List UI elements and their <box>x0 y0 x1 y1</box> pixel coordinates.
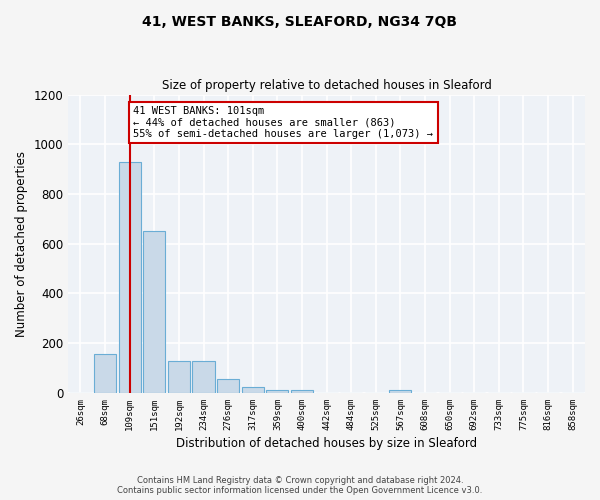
Bar <box>389 390 412 393</box>
Bar <box>119 162 141 393</box>
X-axis label: Distribution of detached houses by size in Sleaford: Distribution of detached houses by size … <box>176 437 477 450</box>
Bar <box>291 390 313 393</box>
Title: Size of property relative to detached houses in Sleaford: Size of property relative to detached ho… <box>161 79 491 92</box>
Text: 41 WEST BANKS: 101sqm
← 44% of detached houses are smaller (863)
55% of semi-det: 41 WEST BANKS: 101sqm ← 44% of detached … <box>133 106 433 139</box>
Y-axis label: Number of detached properties: Number of detached properties <box>15 151 28 337</box>
Bar <box>242 386 264 393</box>
Bar <box>193 360 215 393</box>
Bar <box>168 360 190 393</box>
Bar <box>217 380 239 393</box>
Text: Contains HM Land Registry data © Crown copyright and database right 2024.
Contai: Contains HM Land Registry data © Crown c… <box>118 476 482 495</box>
Text: 41, WEST BANKS, SLEAFORD, NG34 7QB: 41, WEST BANKS, SLEAFORD, NG34 7QB <box>143 15 458 29</box>
Bar <box>94 354 116 393</box>
Bar <box>266 390 289 393</box>
Bar <box>143 232 166 393</box>
